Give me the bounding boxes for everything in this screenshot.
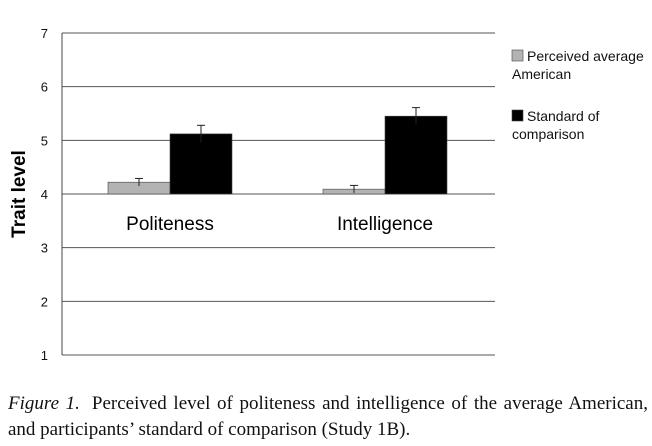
y-tick-label-4: 4 xyxy=(41,187,48,202)
category-label-intelligence: Intelligence xyxy=(337,214,433,235)
figure-label: Figure 1. xyxy=(8,393,80,414)
error-bar-standard-of-comparison-politeness xyxy=(197,124,205,143)
y-tick-label-6: 6 xyxy=(41,80,48,95)
figure-caption: Figure 1. Perceived level of politeness a… xyxy=(8,391,648,443)
error-bar-perceived-average-american-intelligence xyxy=(350,184,358,193)
legend-label-series-1-line2: comparison xyxy=(512,126,584,142)
y-tick-label-1: 1 xyxy=(41,348,48,363)
y-tick-labels: 1 2 3 4 5 6 7 xyxy=(41,26,48,363)
category-label-politeness: Politeness xyxy=(126,214,214,235)
legend-label-series-1-line1: Standard of xyxy=(527,108,599,124)
figure-caption-text: Perceived level of politeness and intell… xyxy=(8,393,648,440)
y-tick-label-2: 2 xyxy=(41,294,48,309)
legend-swatch-perceived-average-american xyxy=(511,49,524,62)
legend: Perceived average American Standard of c… xyxy=(511,48,644,142)
category-labels: Politeness Intelligence xyxy=(126,214,433,235)
error-bar-standard-of-comparison-intelligence xyxy=(412,107,420,125)
legend-label-series-0-line2: American xyxy=(512,66,571,82)
y-tick-label-5: 5 xyxy=(41,133,48,148)
legend-swatch-standard-of-comparison xyxy=(511,109,524,122)
bar-standard-of-comparison-politeness xyxy=(169,133,233,195)
bar-chart: 1 2 3 4 5 6 7 Trait level Politeness Intelligen… xyxy=(9,26,644,363)
legend-label-series-0-line1: Perceived average xyxy=(527,48,644,64)
y-tick-label-7: 7 xyxy=(41,26,48,41)
bar-standard-of-comparison-intelligence xyxy=(384,115,448,195)
y-axis-label: Trait level xyxy=(9,150,30,238)
y-tick-label-3: 3 xyxy=(41,241,48,256)
bar-series xyxy=(107,107,448,195)
error-bar-perceived-average-american-politeness xyxy=(135,177,143,186)
